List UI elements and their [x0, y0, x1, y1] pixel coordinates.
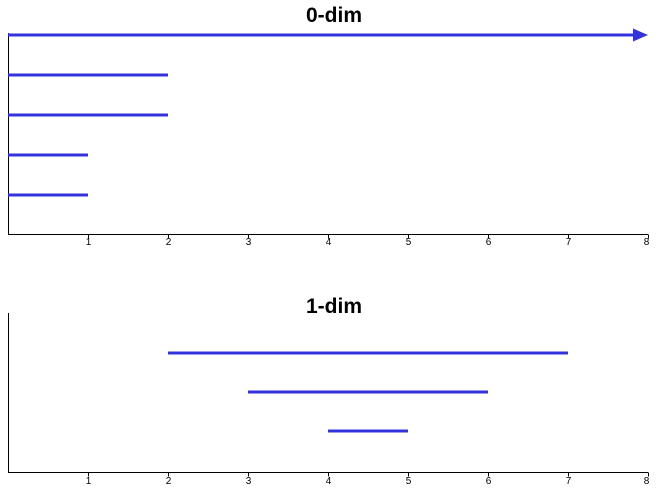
x-tick-label: 1	[86, 476, 92, 487]
x-ticks-1-dim: 1 2 3 4 5 6 7 8	[86, 472, 650, 487]
x-tick-label: 5	[406, 237, 412, 248]
x-tick-label: 7	[566, 237, 572, 248]
chart-title-1-dim: 1-dim	[306, 295, 362, 318]
bars-group-1-dim	[168, 351, 568, 433]
chart-title-0-dim: 0-dim	[306, 4, 362, 27]
x-tick-label: 4	[326, 237, 332, 248]
x-tick-label: 8	[644, 476, 650, 487]
x-tick-label: 3	[246, 237, 252, 248]
panel-0-dim: 0-dim 1 2 3 4 5 6 7 8	[8, 4, 650, 248]
x-tick-label: 2	[166, 476, 172, 487]
x-tick-label: 4	[326, 476, 332, 487]
x-tick-label: 6	[486, 237, 492, 248]
x-tick-label: 5	[406, 476, 412, 487]
bars-group-0-dim	[8, 28, 648, 197]
x-tick-label: 8	[644, 237, 650, 248]
x-ticks-0-dim: 1 2 3 4 5 6 7 8	[86, 234, 650, 248]
panel-1-dim: 1-dim 1 2 3 4 5 6 7 8	[8, 295, 650, 487]
x-tick-label: 2	[166, 237, 172, 248]
infinite-arrowhead	[633, 28, 648, 42]
x-tick-label: 1	[86, 237, 92, 248]
x-tick-label: 6	[486, 476, 492, 487]
x-tick-label: 3	[246, 476, 252, 487]
x-tick-label: 7	[566, 476, 572, 487]
